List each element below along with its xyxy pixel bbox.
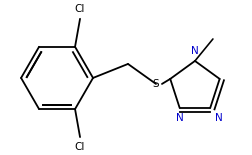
Text: Cl: Cl xyxy=(75,4,85,14)
Text: N: N xyxy=(214,113,222,123)
Text: N: N xyxy=(175,113,183,123)
Text: S: S xyxy=(152,79,159,89)
Text: Cl: Cl xyxy=(75,142,85,152)
Text: N: N xyxy=(190,46,198,56)
